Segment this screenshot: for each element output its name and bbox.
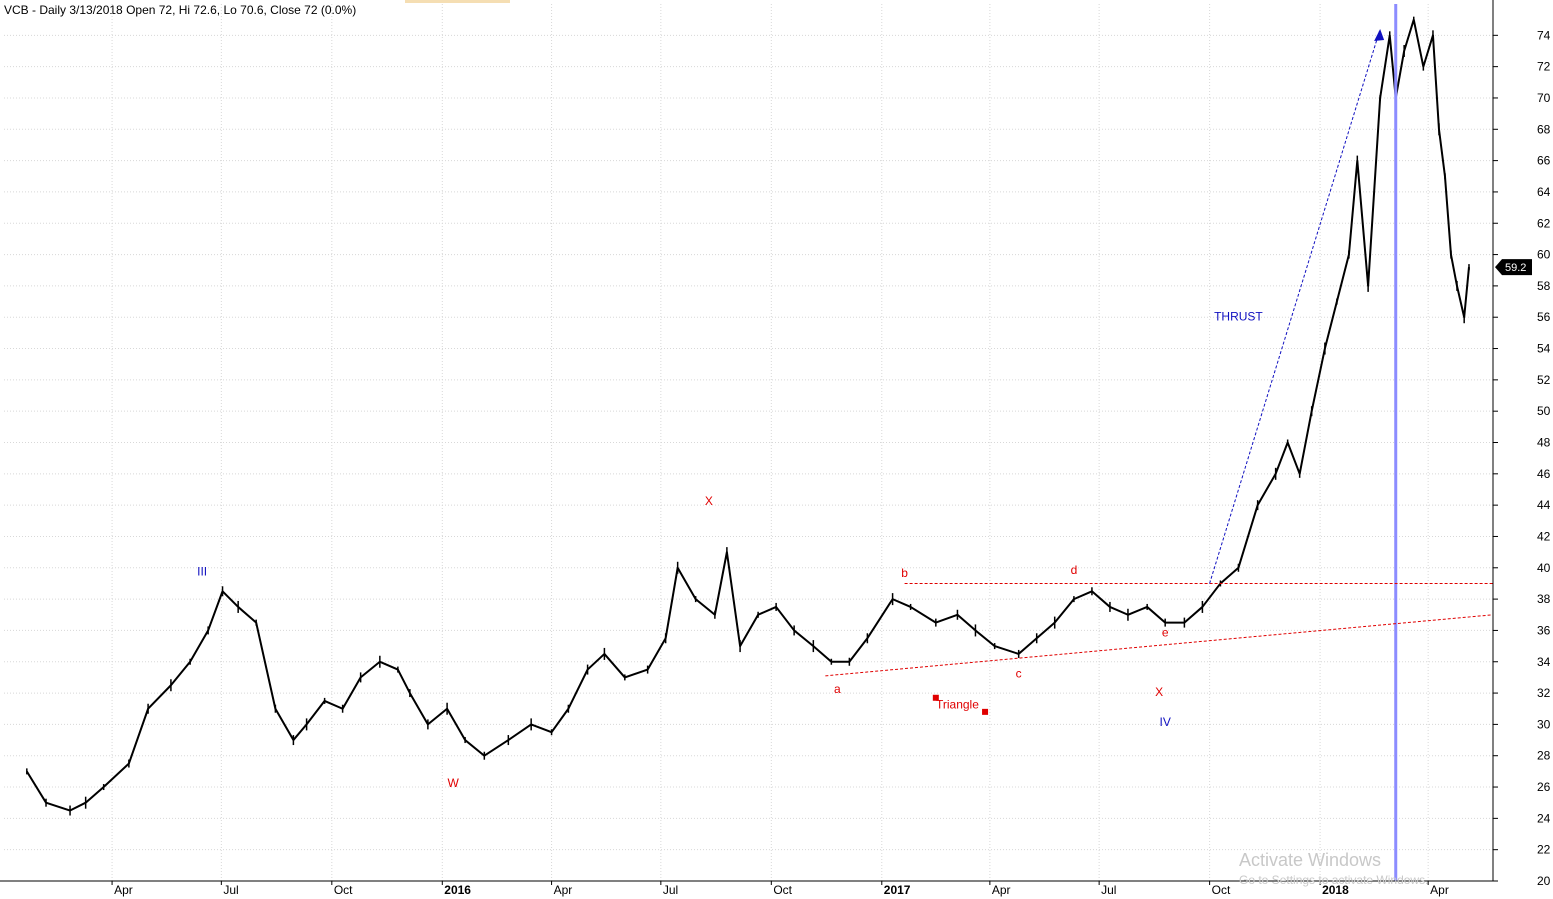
y-tick-label: 22 — [1537, 843, 1551, 857]
triangle-marker-1 — [932, 694, 939, 701]
y-tick-label: 74 — [1537, 28, 1551, 42]
watermark-subtitle: Go to Settings to activate Windows. — [1239, 873, 1429, 887]
chart-grid — [4, 4, 1493, 882]
y-tick-label: 20 — [1537, 874, 1551, 888]
x-tick-label: Apr — [554, 883, 573, 897]
top-tab-strip — [405, 0, 510, 3]
y-tick-label: 30 — [1537, 717, 1551, 731]
y-tick-label: 46 — [1537, 467, 1551, 481]
triangle-marker-2 — [982, 708, 989, 715]
x-tick-label: 2018 — [1322, 883, 1349, 897]
y-tick-label: 28 — [1537, 749, 1551, 763]
y-tick-label: 62 — [1537, 216, 1551, 230]
y-tick-label: 72 — [1537, 60, 1551, 74]
x-tick-label: 2016 — [444, 883, 471, 897]
x-tick-label: Oct — [334, 883, 353, 897]
wave-label: e — [1162, 626, 1169, 640]
y-tick-label: 58 — [1537, 279, 1551, 293]
triangle-lower-line — [825, 614, 1494, 677]
wave-label: d — [1071, 563, 1078, 577]
y-tick-label: 60 — [1537, 248, 1551, 262]
y-tick-label: 32 — [1537, 686, 1551, 700]
chart-header: VCB - Daily 3/13/2018 Open 72, Hi 72.6, … — [4, 3, 357, 17]
y-tick-label: 24 — [1537, 811, 1551, 825]
last-price-tag — [1495, 259, 1532, 276]
wave-label: a — [834, 682, 841, 696]
x-tick-label: Jul — [223, 883, 238, 897]
y-tick-label: 36 — [1537, 623, 1551, 637]
watermark-title: Activate Windows — [1239, 850, 1382, 870]
y-tick-label: 48 — [1537, 436, 1551, 450]
wave-label: b — [901, 566, 908, 580]
last-price-label: 59.2 — [1505, 262, 1526, 274]
y-tick-label: 44 — [1537, 498, 1551, 512]
wave-label: W — [447, 776, 459, 790]
activate-windows-watermark: Activate Windows Go to Settings to activ… — [1239, 850, 1428, 887]
y-tick-label: 34 — [1537, 655, 1551, 669]
thrust-line — [1209, 28, 1381, 584]
wave-label: Triangle — [936, 698, 979, 712]
thrust-arrowhead — [1374, 29, 1385, 42]
y-tick-label: 70 — [1537, 91, 1551, 105]
chart-plot-area — [25, 16, 1470, 816]
y-tick-label: 50 — [1537, 404, 1551, 418]
wave-label: THRUST — [1214, 309, 1263, 323]
y-tick-label: 38 — [1537, 592, 1551, 606]
x-tick-label: Oct — [773, 883, 792, 897]
y-tick-label: 68 — [1537, 122, 1551, 136]
x-tick-label: Jul — [663, 883, 678, 897]
y-tick-label: 52 — [1537, 373, 1551, 387]
x-tick-label: Apr — [1430, 883, 1449, 897]
x-tick-label: Oct — [1212, 883, 1231, 897]
y-tick-label: 56 — [1537, 310, 1551, 324]
price-series-line — [25, 18, 1470, 812]
wave-label: c — [1016, 666, 1022, 680]
y-tick-label: 64 — [1537, 185, 1551, 199]
x-tick-label: Jul — [1101, 883, 1116, 897]
wave-label: X — [705, 494, 713, 508]
x-tick-label: Apr — [114, 883, 133, 897]
y-tick-label: 66 — [1537, 154, 1551, 168]
x-tick-label: 2017 — [884, 883, 911, 897]
wave-label: III — [197, 565, 207, 579]
x-tick-label: Apr — [992, 883, 1011, 897]
y-tick-label: 42 — [1537, 529, 1551, 543]
wave-label: X — [1155, 685, 1163, 699]
chart-overlays: III W Xa b Triangle c d e X IV THRUST — [197, 4, 1494, 881]
y-tick-label: 54 — [1537, 342, 1551, 356]
y-tick-label: 40 — [1537, 561, 1551, 575]
wave-label: IV — [1160, 715, 1171, 729]
y-tick-label: 26 — [1537, 780, 1551, 794]
